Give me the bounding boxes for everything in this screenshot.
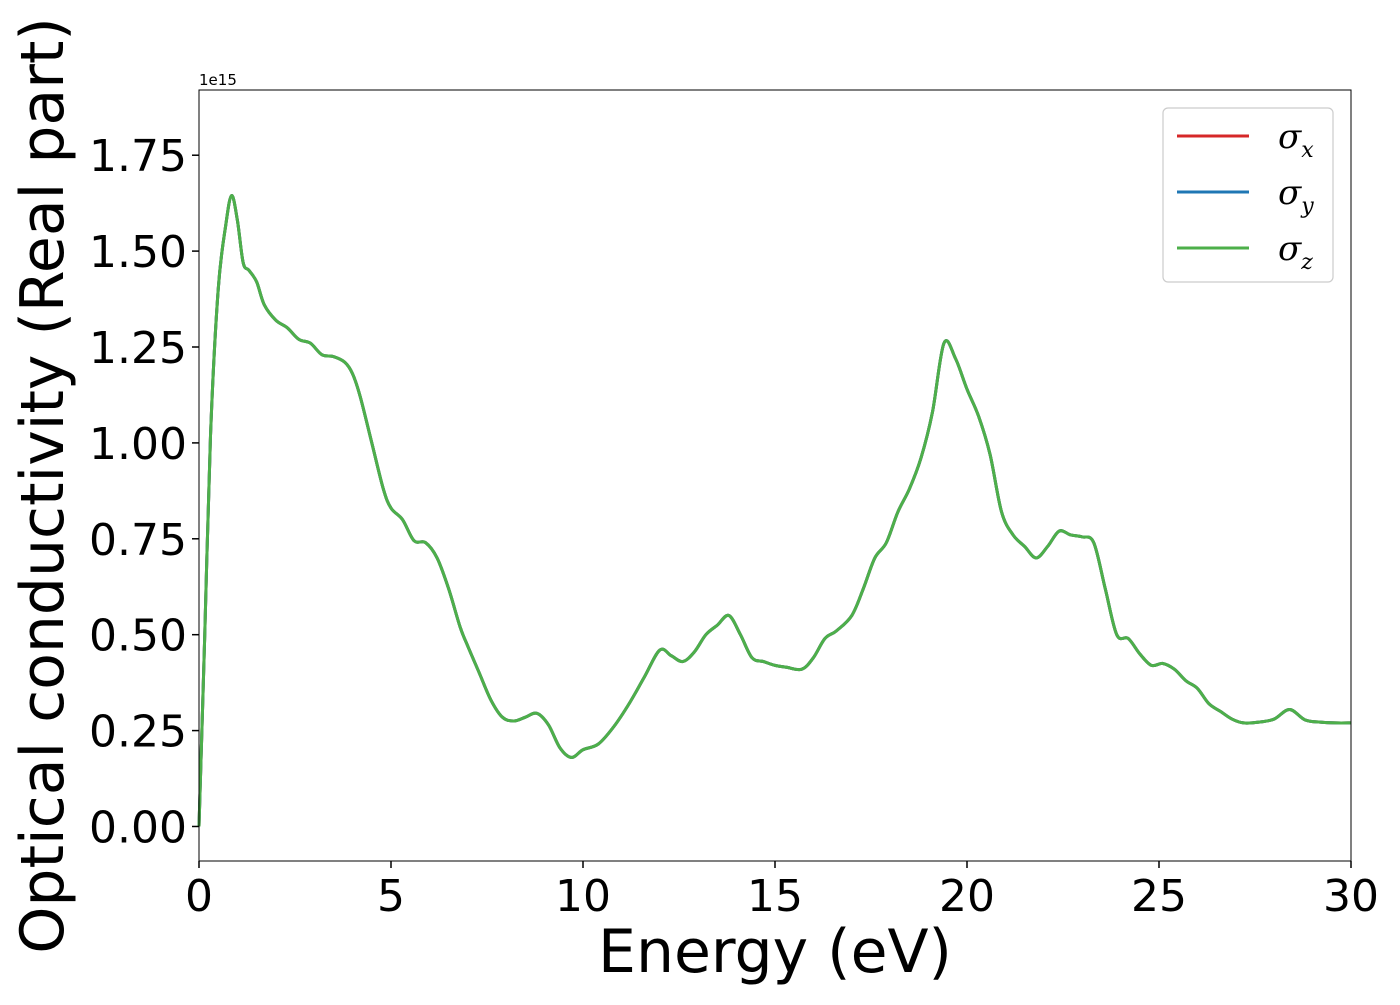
- y-tick-label: 0.75: [89, 515, 187, 566]
- series-line-z: [197, 193, 1352, 827]
- y-tick-label: 0.00: [89, 802, 187, 853]
- x-tick-label: 0: [185, 871, 213, 922]
- series-line-x: [197, 193, 1352, 827]
- plot-layer: [197, 193, 1352, 827]
- legend-label-x: σx: [1278, 117, 1314, 163]
- y-tick-label: 0.25: [89, 707, 187, 758]
- legend-box: [1162, 107, 1334, 283]
- x-tick-label: 10: [555, 871, 611, 922]
- x-tick-label: 20: [939, 871, 995, 922]
- legend-label-y: σy: [1278, 173, 1314, 219]
- x-tick-label: 25: [1131, 871, 1187, 922]
- y-tick-label: 1.00: [89, 419, 187, 470]
- x-tick-label: 5: [377, 871, 405, 922]
- y-axis-title: Optical conductivity (Real part): [8, 17, 78, 954]
- legend: σx σy σz: [1162, 107, 1334, 283]
- x-tick-label: 15: [747, 871, 803, 922]
- series-line-y: [197, 193, 1352, 827]
- x-tick-label: 30: [1323, 871, 1379, 922]
- y-tick-label: 1.25: [89, 323, 187, 374]
- y-tick-label: 0.50: [89, 611, 187, 662]
- y-ticks: 0.00 0.25 0.50 0.75 1.00 1.25 1.50 1.75: [89, 131, 199, 853]
- x-axis-title: Energy (eV): [598, 917, 952, 987]
- y-tick-label: 1.75: [89, 131, 187, 182]
- y-offset-label: 1e15: [199, 71, 237, 89]
- x-ticks: 0 5 10 15 20 25 30: [185, 861, 1379, 922]
- legend-label-z: σz: [1278, 229, 1313, 275]
- y-tick-label: 1.50: [89, 227, 187, 278]
